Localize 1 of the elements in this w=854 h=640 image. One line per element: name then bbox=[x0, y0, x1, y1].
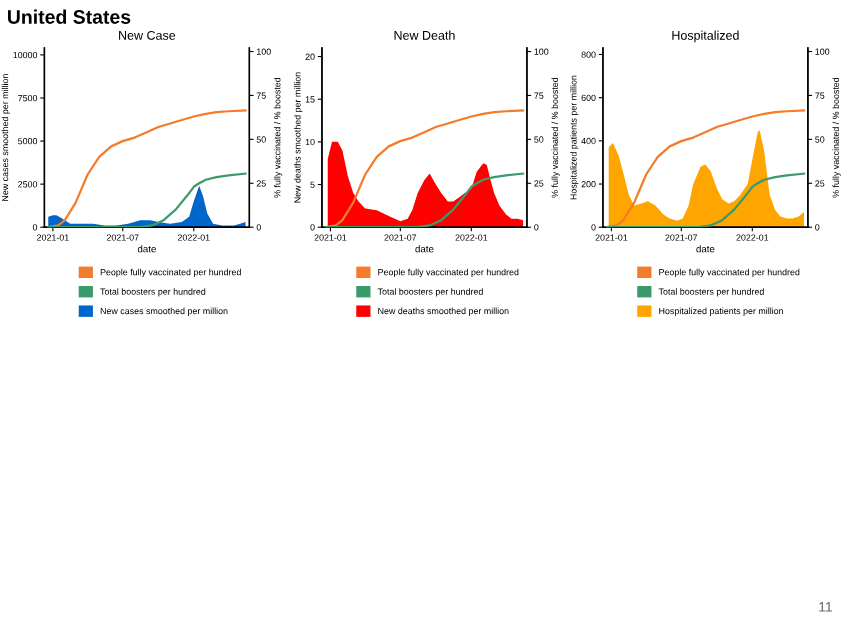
text: United States bbox=[8, 9, 131, 24]
